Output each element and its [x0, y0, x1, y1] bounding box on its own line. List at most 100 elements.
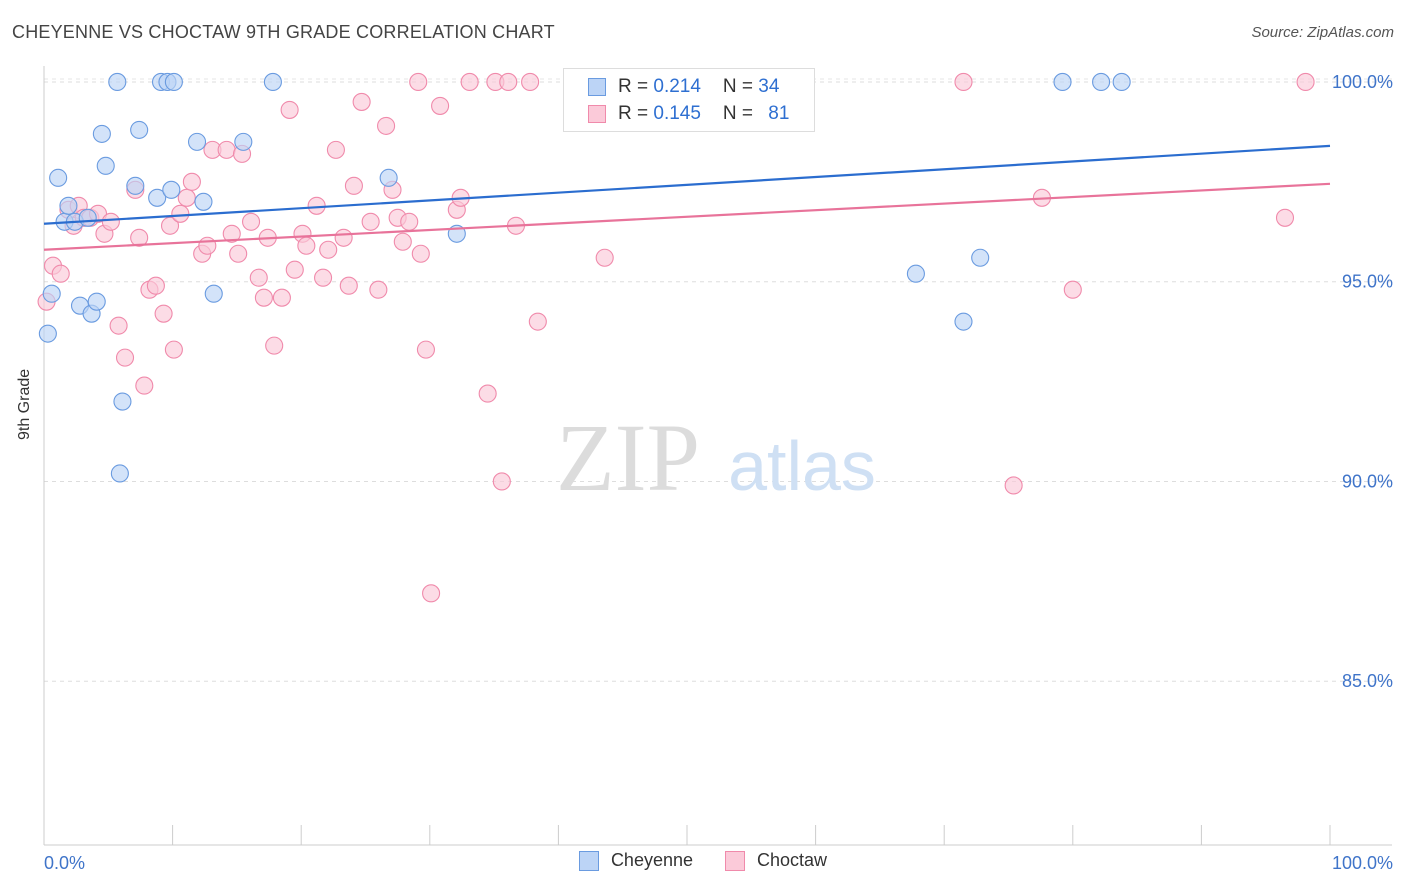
choctaw-point	[319, 240, 338, 259]
cheyenne-point	[194, 192, 213, 211]
choctaw-point	[280, 100, 299, 119]
choctaw-point	[954, 72, 973, 92]
cheyenne-point	[1053, 72, 1072, 92]
watermark: ZIP atlas	[556, 404, 876, 511]
choctaw-point	[222, 224, 241, 243]
cheyenne-point	[187, 132, 207, 151]
choctaw-point	[460, 72, 479, 92]
choctaw-point	[416, 340, 435, 359]
choctaw-trend-line	[43, 182, 1331, 251]
choctaw-point	[272, 288, 291, 307]
choctaw-point	[528, 312, 547, 331]
choctaw-point	[241, 212, 261, 231]
legend-item-choctaw[interactable]: Choctaw	[725, 850, 827, 871]
cheyenne-point	[1112, 72, 1131, 92]
cheyenne-point	[130, 120, 149, 139]
choctaw-point	[182, 172, 201, 191]
cheyenne-point	[59, 196, 78, 215]
choctaw-point	[1275, 208, 1295, 227]
choctaw-point	[229, 244, 248, 263]
cheyenne-trend-line	[43, 144, 1331, 225]
cheyenne-point	[92, 124, 111, 143]
cheyenne-point	[379, 168, 398, 187]
grid	[44, 78, 1392, 682]
choctaw-point	[154, 304, 173, 323]
legend-item-cheyenne[interactable]: Cheyenne	[578, 850, 693, 871]
choctaw-point	[285, 260, 304, 279]
choctaw-point	[344, 176, 363, 195]
r-value: 0.214	[653, 76, 701, 97]
choctaw-point	[521, 72, 540, 92]
n-value: 81	[768, 103, 790, 124]
y-tick-label: 85.0%	[1342, 671, 1393, 691]
choctaw-point	[393, 232, 412, 251]
choctaw-point	[115, 348, 135, 367]
cheyenne-point	[87, 292, 106, 311]
stats-legend: R = 0.214 N = 34 R = 0.145 N = 81	[563, 68, 815, 132]
cheyenne-point	[263, 72, 282, 92]
r-label: R =	[618, 103, 654, 124]
cheyenne-swatch	[588, 78, 606, 96]
choctaw-point	[411, 244, 430, 263]
choctaw-point	[326, 140, 345, 159]
cheyenne-point	[164, 72, 183, 92]
cheyenne-point	[108, 72, 127, 92]
cheyenne-point	[96, 156, 115, 175]
choctaw-point	[254, 288, 273, 307]
cheyenne-point	[110, 464, 129, 483]
n-value: 34	[758, 76, 780, 97]
cheyenne-point	[113, 392, 132, 411]
choctaw-point	[297, 236, 316, 255]
choctaw-point	[361, 212, 380, 231]
r-value: 0.145	[653, 103, 701, 124]
choctaw-point	[314, 268, 333, 287]
choctaw-point	[595, 248, 614, 267]
choctaw-legend-swatch	[725, 850, 746, 871]
choctaw-point	[130, 228, 149, 247]
choctaw-point	[1063, 280, 1082, 299]
choctaw-point	[400, 212, 419, 231]
cheyenne-point	[42, 284, 61, 303]
watermark-atlas: atlas	[728, 427, 876, 505]
choctaw-swatch	[588, 105, 606, 123]
cheyenne-point	[162, 180, 181, 199]
n-label: N =	[722, 103, 759, 124]
choctaw-point	[422, 584, 441, 603]
choctaw-point	[334, 228, 353, 247]
cheyenne-point	[78, 208, 97, 227]
choctaw-point	[499, 72, 518, 92]
x-tick-label: 0.0%	[44, 853, 85, 873]
cheyenne-point	[954, 312, 973, 331]
axes	[43, 66, 1392, 846]
stats-row-cheyenne: R = 0.214 N = 34	[588, 74, 779, 100]
choctaw-point	[478, 384, 497, 403]
choctaw-point	[101, 212, 120, 231]
cheyenne-point	[148, 188, 167, 207]
y-tick-label: 100.0%	[1332, 72, 1393, 92]
choctaw-point	[377, 116, 396, 135]
choctaw-point	[1296, 72, 1315, 92]
source-label: Source: ZipAtlas.com	[1251, 24, 1394, 41]
tick-labels: 85.0% 90.0% 95.0% 100.0% 0.0% 100.0%	[44, 72, 1393, 873]
cheyenne-point	[906, 264, 925, 283]
choctaw-point	[171, 204, 190, 223]
r-label: R =	[618, 76, 654, 97]
choctaw-point	[369, 280, 388, 299]
cheyenne-point	[49, 168, 68, 187]
choctaw-point	[109, 316, 128, 335]
choctaw-point	[217, 140, 236, 159]
choctaw-point	[409, 72, 428, 92]
choctaw-point	[352, 92, 371, 111]
choctaw-point	[492, 472, 511, 491]
cheyenne-point	[234, 132, 253, 151]
series-legend: Cheyenne Choctaw	[0, 850, 1406, 871]
y-tick-label: 90.0%	[1342, 471, 1393, 491]
choctaw-point	[249, 268, 268, 287]
choctaw-point	[431, 96, 450, 115]
cheyenne-point	[971, 248, 990, 267]
choctaw-point	[198, 236, 217, 255]
choctaw-point	[51, 264, 70, 283]
cheyenne-point	[1092, 72, 1111, 92]
stats-row-choctaw: R = 0.145 N = 81	[588, 101, 789, 127]
x-tick-label: 100.0%	[1332, 853, 1393, 873]
